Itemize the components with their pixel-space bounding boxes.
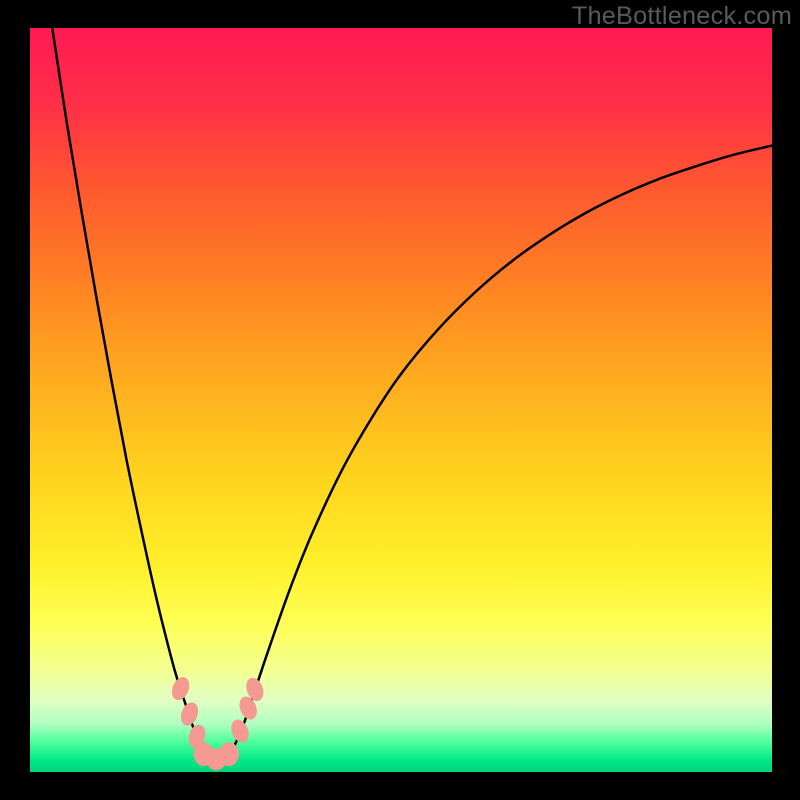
bottleneck-curve — [52, 28, 772, 767]
marker-group — [169, 675, 267, 771]
plot-area — [30, 28, 772, 772]
curve-marker — [228, 717, 252, 745]
chart-frame: TheBottleneck.com — [0, 0, 800, 800]
curve-marker — [169, 675, 193, 703]
watermark-text: TheBottleneck.com — [572, 2, 792, 31]
overlay-svg — [30, 28, 772, 772]
curve-marker — [178, 700, 201, 728]
curve-marker — [219, 742, 239, 766]
